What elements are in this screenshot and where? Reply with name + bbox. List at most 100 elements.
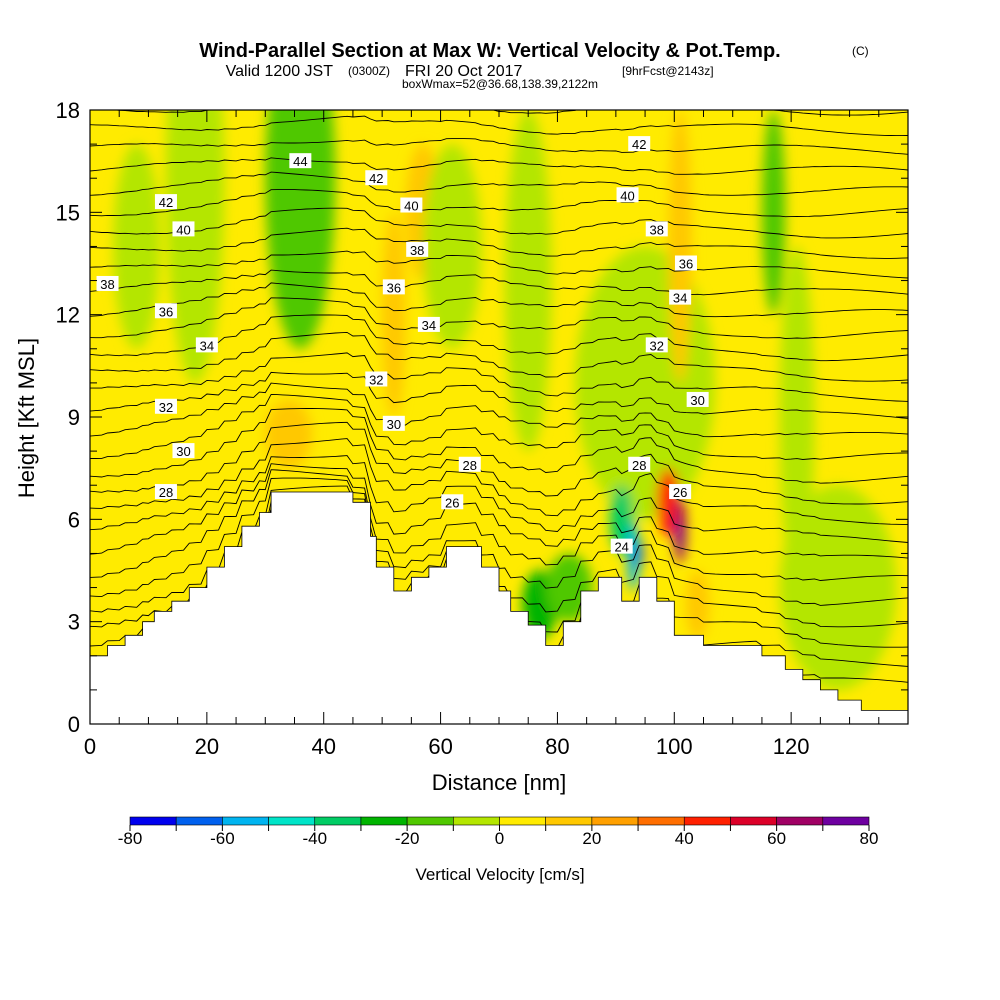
colorbar-swatch	[776, 816, 824, 826]
contour-label: 26	[669, 484, 692, 500]
contour-label-text: 42	[159, 195, 173, 210]
contour-label: 40	[616, 187, 639, 203]
theta-contour-line	[90, 269, 908, 296]
theta-contour-line	[90, 371, 908, 419]
contour-label-box	[172, 221, 195, 237]
contour-label: 40	[400, 197, 423, 214]
contour-label-text: 32	[650, 338, 664, 353]
theta-contour-line	[90, 282, 908, 318]
y-tick-label: 15	[56, 200, 80, 225]
contour-label-box	[154, 194, 177, 210]
theta-contour-line	[90, 463, 908, 559]
contour-label-box	[669, 484, 692, 500]
contour-label: 38	[645, 221, 668, 237]
contour-label: 28	[628, 456, 651, 473]
contour-label-box	[154, 398, 177, 414]
contour-label: 32	[154, 398, 177, 415]
colorbar-tick-label: 40	[675, 829, 694, 848]
x-tick-label: 100	[656, 734, 693, 759]
x-tick-label: 20	[195, 734, 219, 759]
x-tick-label: 60	[428, 734, 452, 759]
contour-label-box	[96, 275, 119, 291]
colorbar-swatch	[175, 816, 223, 826]
contour-label: 38	[406, 241, 429, 258]
contour-label-box	[616, 187, 639, 203]
contour-label-box	[441, 494, 464, 510]
colorbar-swatch	[822, 816, 870, 826]
velocity-cell	[779, 485, 897, 690]
contour-label: 36	[674, 255, 697, 272]
theta-contour-line	[90, 331, 908, 382]
colorbar-swatch	[314, 816, 362, 826]
theta-contour-line	[90, 157, 908, 175]
colorbar-swatch	[591, 816, 639, 826]
x-tick-label: 40	[311, 734, 335, 759]
y-tick-label: 18	[56, 98, 80, 123]
theta-contour-line	[90, 171, 908, 196]
contour-label: 44	[289, 153, 312, 169]
contour-label-box	[195, 337, 218, 353]
contour-label-text: 26	[673, 485, 687, 500]
contour-label-text: 28	[632, 458, 646, 473]
contour-label-box	[365, 170, 388, 186]
theta-contour-line	[90, 115, 908, 137]
contour-label: 40	[172, 221, 195, 237]
box-wmax-info: boxWmax=52@36.68,138.39,2122m	[402, 77, 598, 91]
contour-label: 34	[669, 289, 692, 306]
contour-label: 38	[96, 275, 119, 292]
valid-time: Valid 1200 JST	[226, 63, 334, 80]
theta-contour-line	[90, 352, 908, 402]
contour-label: 34	[195, 337, 218, 353]
contour-label-box	[458, 456, 481, 472]
colorbar-label: Vertical Velocity [cm/s]	[415, 865, 584, 884]
contour-label-text: 32	[369, 372, 383, 387]
y-axis-label: Height [Kft MSL]	[14, 338, 39, 498]
colorbar-tick-label: 80	[860, 829, 879, 848]
theta-contour-line	[90, 421, 908, 505]
contour-label-box	[382, 415, 405, 431]
contour-label-box	[610, 538, 633, 554]
contour-label-text: 28	[159, 485, 173, 500]
x-tick-label: 0	[84, 734, 96, 759]
x-tick-label: 120	[773, 734, 810, 759]
contour-label: 30	[172, 443, 195, 459]
contour-label-text: 40	[404, 199, 418, 214]
colorbar-swatch	[406, 816, 454, 826]
contour-label: 36	[382, 279, 405, 295]
colorbar-swatch	[360, 816, 408, 826]
contour-label-text: 42	[632, 137, 646, 152]
contour-label-text: 32	[159, 400, 173, 415]
theta-contour-line	[90, 314, 908, 362]
plot-area: 4442424240404038383836363634343432323230…	[56, 98, 909, 759]
theta-contour-line	[90, 438, 908, 525]
velocity-cell	[165, 110, 225, 383]
terrain-mask	[89, 491, 909, 725]
contour-label-box	[417, 316, 440, 332]
contour-label: 30	[382, 415, 405, 432]
contour-label: 42	[154, 194, 177, 210]
contour-label-box	[365, 371, 388, 387]
contour-label-text: 30	[176, 444, 190, 459]
colorbar-swatch	[129, 816, 177, 826]
colorbar-swatch	[545, 816, 593, 826]
contour-label-box	[400, 197, 423, 213]
contour-label-text: 34	[422, 318, 436, 333]
theta-contour-line	[90, 297, 908, 339]
contour-label-text: 40	[620, 188, 634, 203]
theta-contour-line	[90, 207, 908, 239]
contour-label-text: 40	[176, 222, 190, 237]
contour-label-box	[382, 279, 405, 295]
contour-label-text: 38	[100, 277, 114, 292]
contour-label-box	[628, 456, 651, 472]
contour-label-text: 24	[614, 540, 628, 555]
velocity-cell	[504, 110, 552, 452]
theta-contour-line	[90, 138, 908, 155]
colorbar-swatch	[637, 816, 685, 826]
colorbar: -80 -60 -40 -20 0 20 40 60 80	[118, 816, 879, 848]
x-tick-label: 80	[545, 734, 569, 759]
colorbar-tick-label: 0	[495, 829, 504, 848]
contour-label-box	[645, 337, 668, 353]
colorbar-tick-label: 60	[767, 829, 786, 848]
colorbar-swatch	[730, 816, 777, 826]
